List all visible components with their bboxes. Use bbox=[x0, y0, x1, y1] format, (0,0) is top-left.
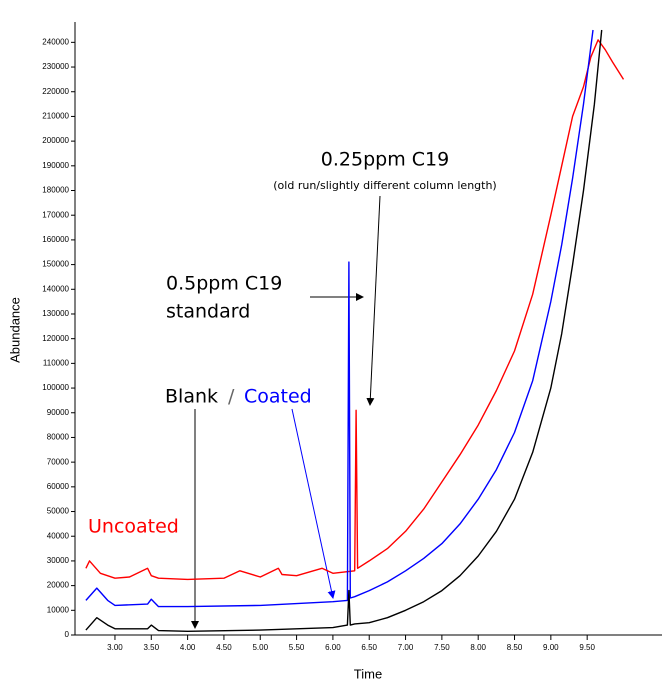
y-tick-label: 50000 bbox=[47, 507, 70, 516]
y-tick-label: 0 bbox=[65, 630, 70, 639]
x-axis-label: Time bbox=[354, 666, 382, 681]
x-tick-label: 9.00 bbox=[543, 643, 559, 652]
y-tick-label: 40000 bbox=[47, 531, 70, 540]
annotation: (old run/slightly different column lengt… bbox=[273, 179, 496, 192]
annotation: 0.25ppm C19 bbox=[321, 149, 449, 171]
x-tick-label: 3.50 bbox=[143, 643, 159, 652]
arrow bbox=[291, 408, 336, 599]
y-tick-label: 240000 bbox=[42, 37, 69, 46]
y-tick-label: 140000 bbox=[42, 284, 69, 293]
series-label: Coated bbox=[244, 386, 312, 408]
x-tick-label: 3.00 bbox=[107, 643, 123, 652]
y-tick-label: 200000 bbox=[42, 136, 69, 145]
annotation: / bbox=[228, 386, 235, 408]
series-line bbox=[85, 29, 594, 608]
x-tick-label: 4.00 bbox=[180, 643, 196, 652]
y-tick-label: 110000 bbox=[43, 358, 70, 367]
x-tick-label: 8.50 bbox=[507, 643, 523, 652]
y-axis-label: Abundance bbox=[7, 297, 22, 363]
series-label: Blank bbox=[165, 386, 218, 408]
y-tick-label: 130000 bbox=[42, 309, 69, 318]
y-tick-label: 90000 bbox=[47, 408, 70, 417]
x-tick-label: 6.50 bbox=[361, 643, 377, 652]
y-tick-label: 80000 bbox=[47, 433, 70, 442]
y-tick-label: 70000 bbox=[47, 457, 70, 466]
x-tick-label: 5.50 bbox=[289, 643, 305, 652]
x-tick-label: 7.00 bbox=[398, 643, 414, 652]
series-line bbox=[85, 39, 625, 581]
x-tick-label: 8.00 bbox=[470, 643, 486, 652]
y-tick-label: 220000 bbox=[42, 87, 69, 96]
y-tick-label: 210000 bbox=[42, 112, 69, 121]
annotation: standard bbox=[166, 301, 250, 323]
x-tick-label: 9.50 bbox=[579, 643, 595, 652]
y-tick-label: 10000 bbox=[47, 605, 70, 614]
x-tick-label: 7.50 bbox=[434, 643, 450, 652]
y-tick-label: 100000 bbox=[42, 383, 69, 392]
annotation: 0.5ppm C19 bbox=[166, 273, 282, 295]
y-tick-label: 30000 bbox=[47, 556, 70, 565]
x-tick-label: 5.00 bbox=[252, 643, 268, 652]
y-tick-label: 180000 bbox=[42, 186, 69, 195]
y-tick-label: 120000 bbox=[42, 334, 69, 343]
series-label: Uncoated bbox=[88, 516, 179, 538]
arrow bbox=[366, 195, 381, 406]
y-tick-label: 190000 bbox=[42, 161, 69, 170]
series-line bbox=[85, 29, 603, 632]
y-tick-label: 60000 bbox=[47, 482, 70, 491]
x-tick-label: 4.50 bbox=[216, 643, 232, 652]
y-tick-label: 160000 bbox=[42, 235, 69, 244]
x-tick-label: 6.00 bbox=[325, 643, 341, 652]
y-tick-label: 230000 bbox=[42, 62, 69, 71]
y-tick-label: 170000 bbox=[42, 210, 69, 219]
y-tick-label: 150000 bbox=[42, 260, 69, 269]
y-tick-label: 20000 bbox=[47, 581, 70, 590]
